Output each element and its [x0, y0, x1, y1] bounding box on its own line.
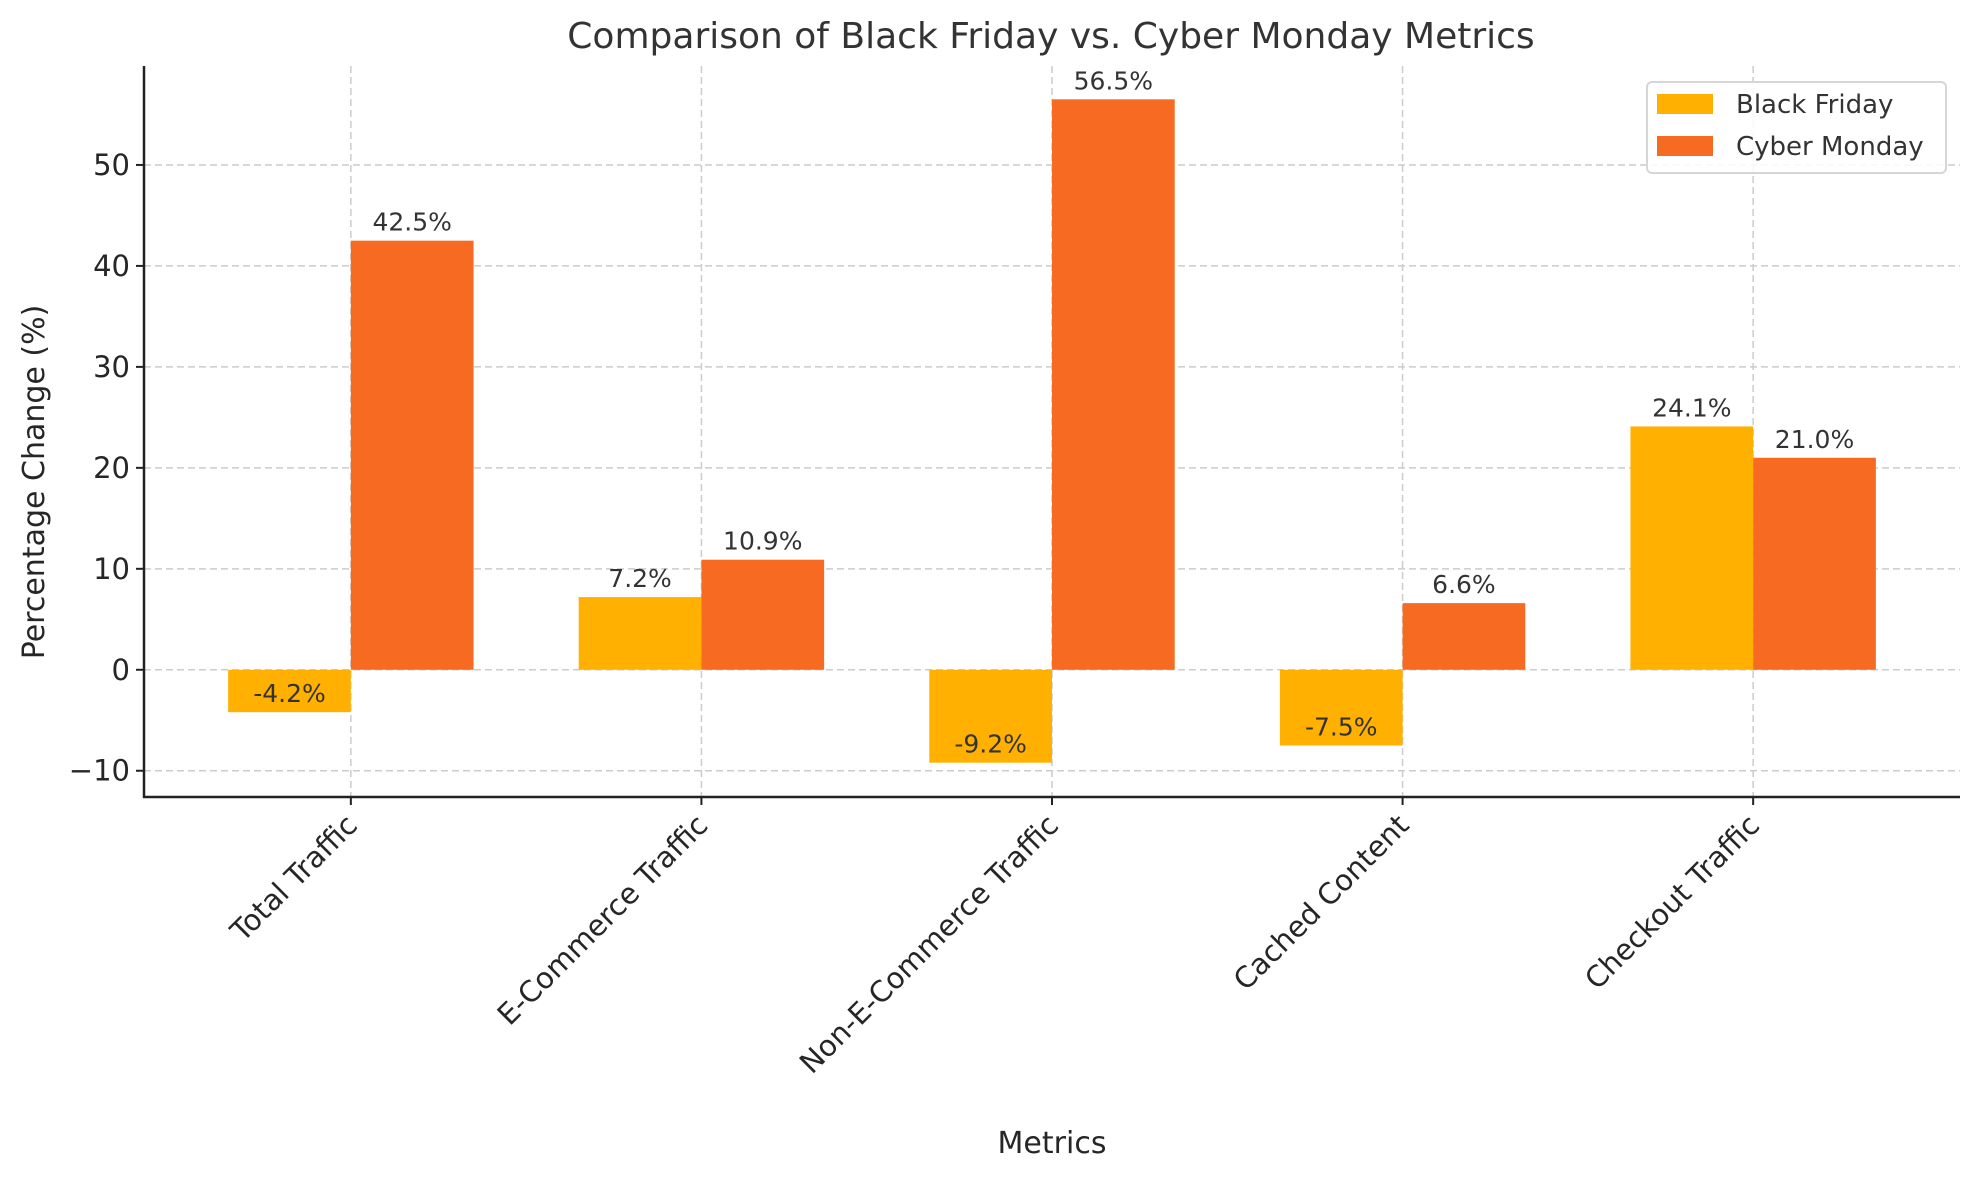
legend-label-cyber-monday: Cyber Monday: [1736, 132, 1924, 162]
x-tick-label: Cached Content: [1227, 808, 1416, 997]
data-label: -9.2%: [954, 730, 1027, 759]
legend-swatch-black-friday: [1657, 94, 1713, 114]
x-axis-label: Metrics: [998, 1126, 1107, 1161]
legend-swatch-cyber-monday: [1657, 136, 1713, 156]
x-tick-label: Checkout Traffic: [1578, 808, 1766, 996]
data-label: 6.6%: [1432, 570, 1496, 599]
y-tick-label: −10: [69, 754, 130, 788]
data-label: -4.2%: [253, 679, 326, 708]
y-tick-label: 50: [93, 148, 130, 182]
bar-black-friday: [929, 669, 1052, 763]
bar-cyber-monday: [350, 240, 474, 670]
legend-label-black-friday: Black Friday: [1736, 90, 1893, 120]
bar-cyber-monday: [701, 559, 825, 670]
legend: Black Friday Cyber Monday: [1646, 81, 1947, 174]
bar-cyber-monday: [1753, 457, 1876, 670]
data-label: 42.5%: [372, 208, 451, 237]
bar-cyber-monday: [1402, 603, 1526, 670]
y-tick-label: 40: [93, 249, 130, 283]
y-tick-label: 30: [93, 350, 130, 384]
data-label: -7.5%: [1305, 713, 1378, 742]
data-label: 10.9%: [723, 527, 802, 556]
y-axis-label: Percentage Change (%): [17, 305, 52, 660]
data-label: 7.2%: [608, 564, 672, 593]
bar-black-friday: [1630, 426, 1754, 670]
x-tick-label: Total Traffic: [223, 808, 364, 949]
data-label: 21.0%: [1775, 425, 1854, 454]
data-label: 24.1%: [1652, 393, 1731, 422]
bar-black-friday: [1279, 669, 1403, 746]
bar-cyber-monday: [1052, 99, 1175, 670]
y-tick-label: 10: [93, 552, 130, 586]
legend-frame: [1646, 81, 1947, 174]
bar-black-friday: [228, 669, 351, 713]
x-tick-label: E-Commerce Traffic: [491, 808, 715, 1032]
y-tick-label: 20: [93, 451, 130, 485]
data-label: 56.5%: [1074, 66, 1153, 95]
bar-black-friday: [578, 597, 702, 670]
bars: [228, 99, 1876, 763]
x-tick-label: Non-E-Commerce Traffic: [793, 808, 1065, 1080]
y-tick-label: 0: [112, 653, 130, 687]
chart-title: Comparison of Black Friday vs. Cyber Mon…: [567, 16, 1534, 57]
data-labels: -4.2% 7.2% -9.2% -7.5% 24.1% 42.5% 10.9% 56.5% 6…: [253, 66, 1854, 758]
